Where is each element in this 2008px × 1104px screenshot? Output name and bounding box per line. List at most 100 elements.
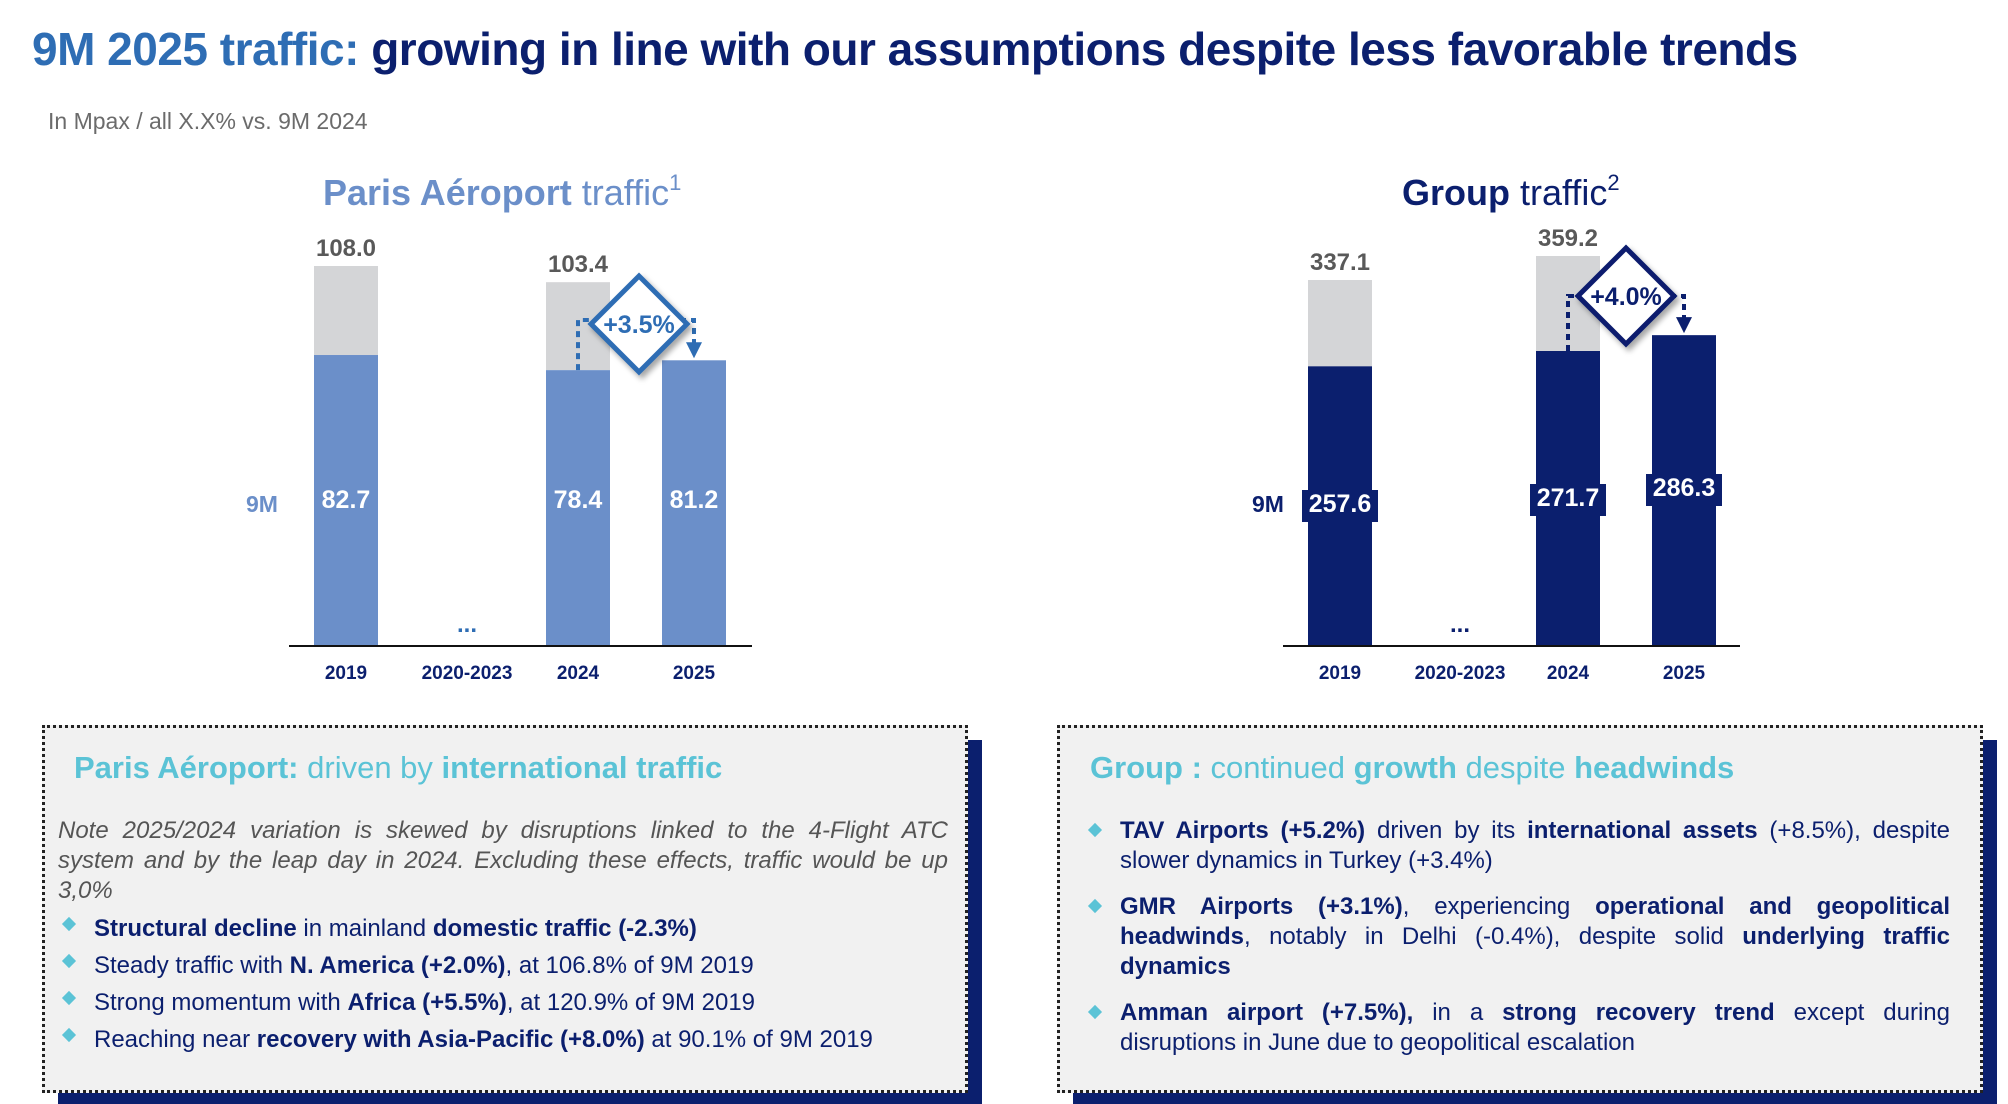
value-label-2019: 82.7 xyxy=(322,486,371,514)
bullet-text: strong recovery trend xyxy=(1502,999,1775,1026)
footnote-ref: 2 xyxy=(1607,170,1620,195)
variation-diamond-icon xyxy=(1574,244,1678,348)
variation-diamond-icon xyxy=(587,272,691,376)
x-tick-label: 2025 xyxy=(1663,663,1706,684)
bullet-text: domestic traffic (-2.3%) xyxy=(432,915,697,942)
bar-remainder-2019 xyxy=(1308,279,1372,367)
arrow-down-icon xyxy=(1676,317,1692,334)
gap-ellipsis: ... xyxy=(457,611,477,638)
bullet-text: Africa (+5.5%) xyxy=(347,989,507,1016)
title-part: international traffic xyxy=(441,750,723,785)
value-label-2024: 271.7 xyxy=(1537,484,1600,512)
variation-label: +4.0% xyxy=(1590,283,1662,311)
bullet-text: Strong momentum with xyxy=(94,989,348,1016)
x-tick-label: 2025 xyxy=(673,663,716,684)
bullet-text: Amman airport (+7.5%), xyxy=(1120,999,1414,1026)
x-tick-label: 2019 xyxy=(325,663,367,684)
footnote-ref: 1 xyxy=(669,170,682,195)
variation-connector-left xyxy=(1566,294,1584,352)
bullet-text: (+8.5%), despite slower dynamics in Turk… xyxy=(1120,817,1950,874)
arrow-down-icon xyxy=(686,342,702,359)
chart-title-bold: Group xyxy=(1402,172,1510,213)
x-tick-label: 2020-2023 xyxy=(422,663,513,684)
total-label-2019: 337.1 xyxy=(1310,249,1370,276)
bar-remainder-2019 xyxy=(314,266,378,356)
title-part: Paris Aéroport: xyxy=(74,750,299,785)
bullet-text: Steady traffic with xyxy=(94,952,290,979)
gap-ellipsis: ... xyxy=(1450,611,1470,638)
diamond-bullet-icon xyxy=(61,1027,77,1043)
bullet-text: in mainland xyxy=(296,915,433,942)
diamond-bullet-icon xyxy=(1087,898,1103,914)
diamond-bullet-icon xyxy=(61,990,77,1006)
bullet-text: Reaching near xyxy=(94,1026,257,1053)
bullet-text: recovery with Asia-Pacific (+8.0%) xyxy=(256,1026,645,1053)
bullet-text: at 90.1% of 9M 2019 xyxy=(644,1026,873,1053)
bullet-text: , experiencing xyxy=(1402,893,1596,920)
total-label-2019: 108.0 xyxy=(316,235,376,262)
x-tick-label: 2024 xyxy=(557,663,600,684)
chart-title-light: traffic xyxy=(1509,172,1608,213)
title-part: headwinds xyxy=(1574,750,1735,785)
diamond-bullet-icon xyxy=(1087,1004,1103,1020)
bullet-text: international assets xyxy=(1527,817,1758,844)
bullet-item: Reaching near recovery with Asia-Pacific… xyxy=(61,1021,962,1058)
series-label-9m: 9M xyxy=(246,491,278,517)
value-label-2019: 257.6 xyxy=(1309,490,1372,518)
bullet-text: N. America (+2.0%) xyxy=(289,952,506,979)
bullet-text: TAV Airports (+5.2%) xyxy=(1120,817,1366,844)
right-box-bullets: TAV Airports (+5.2%) driven by its inter… xyxy=(1087,816,1951,1074)
diamond-bullet-icon xyxy=(1087,822,1103,838)
bullet-text: , notably in Delhi (-0.4%), despite soli… xyxy=(1244,923,1743,950)
total-label-2024: 103.4 xyxy=(548,251,609,278)
chart-title-group: Group traffic2 xyxy=(1402,170,1620,214)
value-label-2025: 81.2 xyxy=(670,486,719,514)
bar-9m-2024 xyxy=(546,370,610,646)
bullet-item: Amman airport (+7.5%), in a strong recov… xyxy=(1087,998,1950,1058)
right-summary-box xyxy=(1057,725,1983,1093)
chart-title-bold: Paris Aéroport xyxy=(323,172,572,213)
bullet-item: Steady traffic with N. America (+2.0%), … xyxy=(61,947,962,984)
diamond-bullet-icon xyxy=(61,953,77,969)
title-part: continued xyxy=(1201,750,1354,785)
right-box-title: Group : continued growth despite headwin… xyxy=(1090,750,1734,786)
page-title-rest: growing in line with our assumptions des… xyxy=(358,23,1798,75)
left-box-title: Paris Aéroport: driven by international … xyxy=(74,750,722,786)
value-label-box xyxy=(1530,484,1606,516)
series-label-9m: 9M xyxy=(1252,491,1284,517)
traffic-charts: 108.0 82.7 2019... 2020-2023 103.4 78.4 2024 81… xyxy=(246,225,1740,684)
left-box-note: Note 2025/2024 variation is skewed by di… xyxy=(58,817,948,904)
bar-9m-2019 xyxy=(314,355,378,646)
variation-label: +3.5% xyxy=(603,311,675,339)
page-title: 9M 2025 traffic: growing in line with ou… xyxy=(32,22,1798,76)
diamond-bullet-icon xyxy=(61,916,77,932)
chart-title-paris: Paris Aéroport traffic1 xyxy=(323,170,682,214)
bar-9m-2025 xyxy=(662,360,726,646)
chart-title-light: traffic xyxy=(571,172,670,213)
page-subtitle: In Mpax / all X.X% vs. 9M 2024 xyxy=(48,108,368,134)
total-label-2024: 359.2 xyxy=(1538,225,1598,252)
bullet-item: Strong momentum with Africa (+5.5%), at … xyxy=(61,984,962,1021)
bullet-item: Structural decline in mainland domestic … xyxy=(61,910,962,947)
bullet-text: GMR Airports (+3.1%) xyxy=(1120,893,1403,920)
title-part: driven by xyxy=(298,750,442,785)
bullet-item: TAV Airports (+5.2%) driven by its inter… xyxy=(1087,816,1950,876)
value-label-box xyxy=(1646,474,1722,506)
bullet-text: except during disruptions in June due to… xyxy=(1120,999,1950,1056)
bullet-text: operational and geopolitical headwinds xyxy=(1120,893,1951,950)
x-tick-label: 2019 xyxy=(1319,663,1361,684)
title-part: growth xyxy=(1353,750,1457,785)
bullet-text: , at 120.9% of 9M 2019 xyxy=(506,989,756,1016)
variation-connector-left xyxy=(576,318,594,371)
left-box-bullets: Structural decline in mainland domestic … xyxy=(61,910,962,1058)
bullet-text: underlying traffic dynamics xyxy=(1120,923,1951,980)
bullet-text: driven by its xyxy=(1365,817,1528,844)
left-summary-box xyxy=(42,725,968,1093)
value-label-2025: 286.3 xyxy=(1653,474,1716,502)
value-label-2024: 78.4 xyxy=(554,486,603,514)
page-title-highlight: 9M 2025 traffic: xyxy=(32,23,359,75)
bullet-text: Structural decline xyxy=(94,915,297,942)
title-part: despite xyxy=(1456,750,1575,785)
x-tick-label: 2020-2023 xyxy=(1415,663,1506,684)
bullet-item: GMR Airports (+3.1%), experiencing opera… xyxy=(1087,892,1951,982)
